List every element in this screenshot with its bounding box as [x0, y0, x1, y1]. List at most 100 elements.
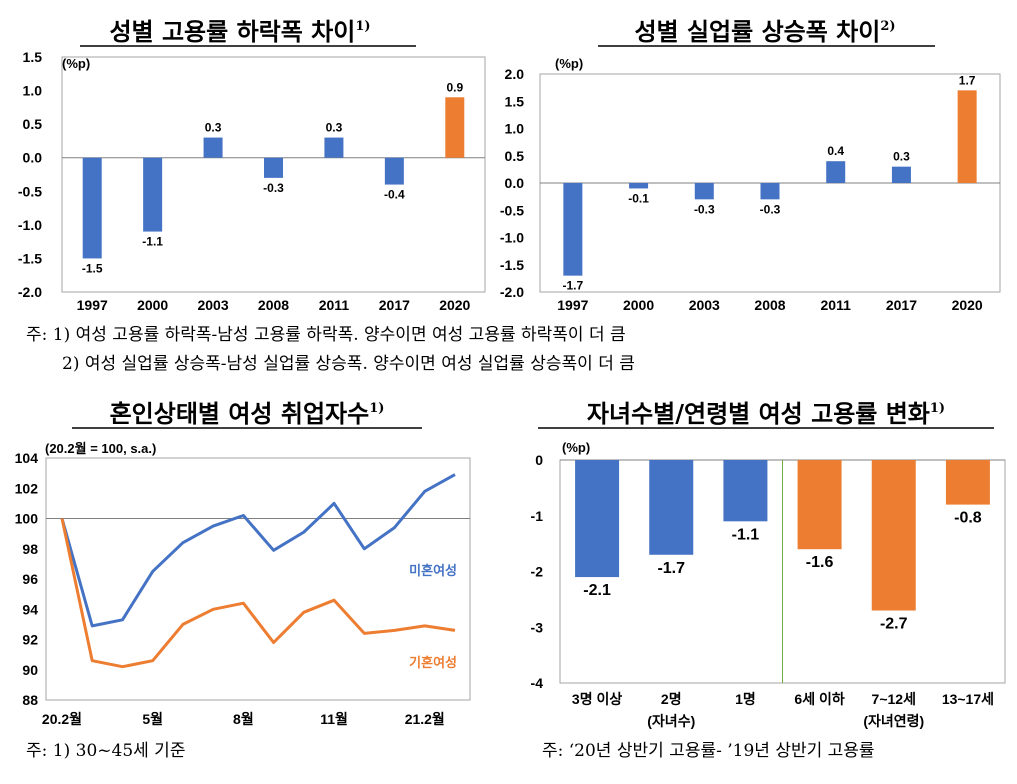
bar-2008 — [264, 157, 283, 178]
y-tick-label: 96 — [22, 571, 38, 587]
bar-2020 — [445, 97, 465, 158]
x-tick-label: 20.2월 — [42, 711, 82, 727]
x-tick-label: 2명 — [661, 691, 682, 707]
data-label: -2.1 — [583, 582, 611, 599]
group-label: (자녀수) — [647, 713, 695, 729]
plot-frame — [45, 457, 471, 701]
data-label: -0.4 — [384, 188, 405, 202]
data-label: -0.8 — [954, 510, 982, 527]
y-tick-label: 100 — [15, 511, 39, 527]
bar-13~17세 — [945, 460, 990, 505]
y-tick-label: -2 — [531, 564, 544, 580]
series-line-미혼여성 — [60, 473, 456, 628]
bar-6세 이하 — [797, 460, 842, 550]
footnote-1: 주: 1) 여성 고용률 하락폭-남성 고용률 하락폭. 양수이면 여성 고용률… — [26, 325, 626, 345]
bar-2000 — [143, 157, 163, 232]
chart-title: 혼인상태별 여성 취업자수1) — [110, 399, 385, 428]
x-tick-label: 1997 — [557, 297, 588, 313]
y-tick-label: -1.0 — [500, 230, 524, 246]
y-tick-label: -3 — [531, 619, 544, 635]
y-tick-label: -1.5 — [500, 257, 524, 273]
bar-2000 — [629, 183, 649, 189]
y-tick-label: 94 — [22, 601, 38, 617]
data-label: -0.3 — [694, 202, 715, 216]
data-label: -1.1 — [142, 235, 163, 249]
bar-2011 — [324, 137, 344, 158]
y-tick-label: -1 — [531, 508, 544, 524]
bar-2008 — [760, 183, 780, 200]
chart-title: 성별 실업률 상승폭 차이2) — [634, 17, 895, 46]
bar-2003 — [694, 183, 714, 200]
y-tick-label: 1.0 — [23, 83, 43, 99]
x-tick-label: 5월 — [142, 711, 163, 727]
data-label: -1.7 — [563, 279, 584, 293]
x-tick-label: 2020 — [439, 297, 470, 313]
chart-married-status-employed: 혼인상태별 여성 취업자수1) (20.2월 = 100, s.a.) 104 1… — [15, 399, 471, 727]
x-tick-label: 2000 — [137, 297, 168, 313]
chart-title: 성별 고용률 하락폭 차이1) — [109, 17, 370, 46]
x-tick-label: 2017 — [886, 297, 917, 313]
y-tick-label: -0.5 — [500, 202, 524, 218]
bar-2011 — [826, 161, 846, 183]
y-unit-label: (%p) — [555, 56, 583, 71]
data-label: -0.3 — [263, 181, 284, 195]
x-tick-label: 6세 이하 — [794, 691, 844, 707]
series-label: 기혼여성 — [409, 655, 457, 670]
data-label: -0.1 — [628, 191, 649, 205]
x-tick-label: 2003 — [197, 297, 228, 313]
footnote-2: 2) 여성 실업률 상승폭-남성 실업률 상승폭. 양수이면 여성 실업률 상승… — [62, 354, 635, 374]
y-tick-label: 1.5 — [505, 93, 525, 109]
x-tick-label: 21.2월 — [405, 711, 445, 727]
data-label: 0.4 — [827, 144, 844, 158]
y-tick-label: 102 — [15, 480, 39, 496]
y-tick-label: 88 — [22, 692, 38, 708]
chart-employment-gap: 성별 고용률 하락폭 차이1) (%p) 1.5 1.0 0.5 0.0 -0.5 -1.… — [18, 17, 486, 313]
x-tick-label: 8월 — [233, 711, 254, 727]
y-tick-label: -0.5 — [18, 183, 42, 199]
footnote-bottom-left: 주: 1) 30~45세 기준 — [26, 741, 185, 761]
data-label: -1.7 — [657, 560, 685, 577]
y-tick-label: 0.0 — [505, 175, 525, 191]
y-tick-label: 90 — [22, 662, 38, 678]
y-tick-label: 1.5 — [23, 49, 43, 65]
data-label: -1.5 — [82, 261, 103, 275]
x-tick-label: 1명 — [735, 691, 756, 707]
y-tick-label: 104 — [15, 450, 39, 466]
bar-1명 — [723, 460, 768, 522]
x-tick-label: 2020 — [952, 297, 983, 313]
x-tick-label: 2011 — [319, 297, 350, 313]
x-tick-label: 1997 — [77, 297, 108, 313]
bar-2017 — [891, 166, 911, 183]
series-label: 미혼여성 — [409, 563, 457, 578]
y-tick-label: -2.0 — [18, 284, 42, 300]
x-tick-label: 2008 — [754, 297, 785, 313]
data-label: 0.3 — [893, 150, 910, 164]
y-tick-label: 2.0 — [505, 66, 525, 82]
data-label: 1.7 — [959, 73, 976, 87]
data-label: -0.3 — [760, 202, 781, 216]
y-tick-label: 0.0 — [23, 150, 43, 166]
bar-2003 — [203, 137, 223, 158]
y-tick-label: -1.5 — [18, 250, 42, 266]
y-tick-label: 0.5 — [23, 116, 43, 132]
chart-unemployment-gap: 성별 실업률 상승폭 차이2) (%p) 2.0 1.5 1.0 0.5 0.0 -0.5… — [500, 17, 1001, 313]
x-tick-label: 2008 — [258, 297, 289, 313]
y-unit-label: (%p) — [62, 56, 90, 71]
x-tick-label: 2011 — [821, 297, 852, 313]
y-tick-label: -2.0 — [500, 284, 524, 300]
x-tick-label: 2003 — [689, 297, 720, 313]
data-label: -1.6 — [806, 554, 834, 571]
bar-1997 — [82, 157, 102, 259]
data-label: 0.9 — [446, 80, 463, 94]
y-tick-label: 0.5 — [505, 148, 525, 164]
y-tick-label: -1.0 — [18, 217, 42, 233]
bar-3명 이상 — [575, 460, 620, 578]
x-tick-label: 3명 이상 — [572, 691, 622, 707]
x-tick-label: 7~12세 — [872, 691, 916, 707]
data-label: -1.1 — [732, 526, 760, 543]
plot-frame — [61, 56, 486, 293]
chart-title: 자녀수별/연령별 여성 고용률 변화1) — [587, 399, 945, 428]
y-tick-label: 1.0 — [505, 121, 525, 137]
bar-2017 — [384, 157, 404, 185]
